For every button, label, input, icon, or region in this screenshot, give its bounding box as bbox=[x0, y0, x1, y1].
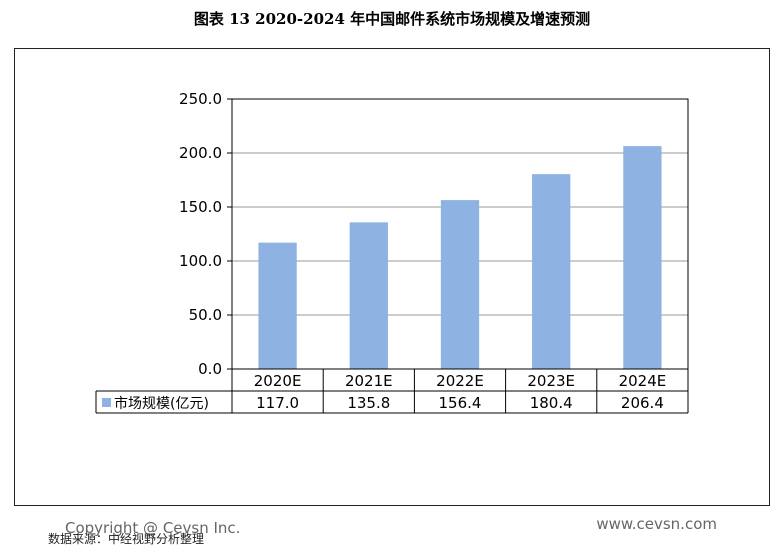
x-category-label: 2024E bbox=[619, 372, 667, 390]
data-source-note: 数据来源：中经视野分析整理 bbox=[48, 532, 205, 546]
bar bbox=[440, 200, 480, 369]
figure-title: 图表 13 2020-2024 年中国邮件系统市场规模及增速预测 bbox=[193, 10, 591, 28]
bar-chart: 0.0 50.0 100.0 150.0 200.0 250.0 2020E 117.0 202… bbox=[95, 90, 689, 414]
data-value-label: 180.4 bbox=[530, 394, 573, 412]
x-category-label: 2021E bbox=[345, 372, 393, 390]
copyright-text: Copyright @ Cevsn Inc. bbox=[65, 519, 241, 537]
chart-frame: 0.0 50.0 100.0 150.0 200.0 250.0 2020E 117.0 202… bbox=[14, 48, 770, 537]
plot-border bbox=[231, 98, 689, 370]
website-text: www.cevsn.com bbox=[596, 515, 717, 533]
data-value-label: 156.4 bbox=[439, 394, 482, 412]
bar bbox=[258, 242, 297, 369]
data-value-label: 117.0 bbox=[256, 394, 299, 412]
x-category-label: 2020E bbox=[254, 372, 302, 390]
bar bbox=[349, 222, 388, 369]
y-tick-label: 250.0 bbox=[179, 90, 222, 108]
y-tick-label: 0.0 bbox=[198, 360, 222, 378]
y-tick-label: 100.0 bbox=[179, 252, 222, 270]
y-tick-label: 200.0 bbox=[179, 144, 222, 162]
x-category-label: 2023E bbox=[527, 372, 575, 390]
bar bbox=[623, 146, 662, 369]
legend-swatch bbox=[102, 398, 111, 407]
x-category-label: 2022E bbox=[436, 372, 484, 390]
y-tick-label: 50.0 bbox=[189, 306, 222, 324]
bar bbox=[532, 174, 571, 369]
data-value-label: 135.8 bbox=[347, 394, 390, 412]
data-value-label: 206.4 bbox=[621, 394, 664, 412]
legend-series-label: 市场规模(亿元) bbox=[114, 395, 209, 412]
y-tick-label: 150.0 bbox=[179, 198, 222, 216]
